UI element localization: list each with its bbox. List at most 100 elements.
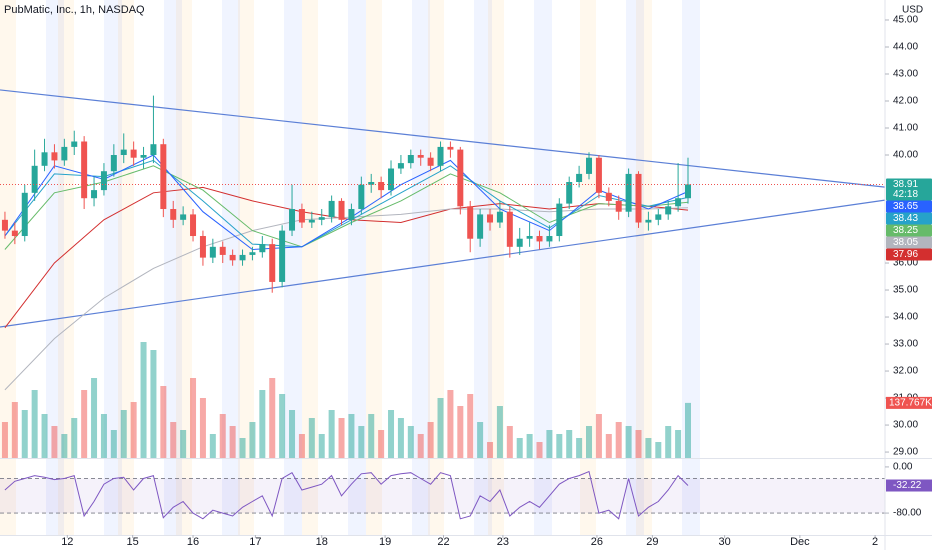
extended-hours-band xyxy=(488,0,504,535)
candle-body xyxy=(467,206,474,239)
candle-body xyxy=(249,252,256,255)
y-tick-label: 33.00 xyxy=(893,339,918,350)
x-tick-label: 15 xyxy=(127,536,139,548)
volume-bar xyxy=(665,426,672,458)
volume-bar xyxy=(358,426,365,458)
candle-body xyxy=(170,209,177,220)
volume-bar xyxy=(685,402,692,458)
trendline xyxy=(0,199,886,328)
premarket-band xyxy=(474,0,492,535)
premarket-band xyxy=(104,0,122,535)
candle-body xyxy=(1,219,8,231)
volume-bar xyxy=(91,378,98,458)
candle-body xyxy=(308,219,315,223)
volume-bar xyxy=(259,390,266,458)
volume-bar xyxy=(190,378,197,458)
price-tag xyxy=(886,178,932,201)
volume-bar xyxy=(239,438,246,458)
volume-bar xyxy=(199,398,206,458)
candle-body xyxy=(318,217,325,220)
candle-body xyxy=(566,182,573,204)
volume-bar xyxy=(566,430,573,458)
price-tag-label: 38.05 xyxy=(893,237,918,248)
price-tag xyxy=(886,200,932,213)
candle-body xyxy=(487,214,494,223)
x-tick-label: 22 xyxy=(437,536,449,548)
volume-bar xyxy=(249,422,256,458)
x-tick-label: 12 xyxy=(61,536,73,548)
premarket-band xyxy=(348,0,366,535)
volume-bar xyxy=(229,426,236,458)
price-tag xyxy=(886,248,932,261)
currency-label: USD xyxy=(902,5,923,16)
price-tag xyxy=(886,224,932,237)
volume-bar xyxy=(655,442,662,458)
volume-bar xyxy=(71,418,78,458)
premarket-band xyxy=(284,0,302,535)
volume-bar xyxy=(605,434,612,458)
price-tag-label: 38.91 xyxy=(893,179,918,190)
x-tick-label: 16 xyxy=(187,536,199,548)
candle-body xyxy=(675,198,682,207)
oscillator-tag-label: -32.22 xyxy=(893,480,922,491)
y-tick-label: 35.00 xyxy=(893,285,918,296)
candle-body xyxy=(130,149,137,158)
volume-bar xyxy=(348,414,355,458)
candle-body xyxy=(41,152,48,166)
candle-body xyxy=(417,155,424,158)
volume-bar xyxy=(368,414,375,458)
volume-bar xyxy=(536,442,543,458)
extended-hours-band xyxy=(636,0,652,535)
y-tick-label: 44.00 xyxy=(893,42,918,53)
price-tag-label: 38.25 xyxy=(893,225,918,236)
volume-bar xyxy=(437,398,444,458)
premarket-band xyxy=(46,0,64,535)
y-tick-label: 34.00 xyxy=(893,312,918,323)
candle-body xyxy=(665,206,672,215)
volume-bar xyxy=(417,434,424,458)
candle-body xyxy=(378,182,385,191)
candle-body xyxy=(239,254,246,261)
candle-body xyxy=(190,214,197,237)
volume-bar xyxy=(546,430,553,458)
candle-body xyxy=(516,238,523,247)
candle-body xyxy=(209,246,216,258)
candle-body xyxy=(21,192,28,237)
candle-body xyxy=(388,168,395,191)
candle-body xyxy=(496,211,503,223)
volume-bar xyxy=(487,442,494,458)
premarket-band xyxy=(412,0,430,535)
volume-bar xyxy=(298,434,305,458)
candle-body xyxy=(269,244,276,282)
candle-body xyxy=(477,214,484,239)
premarket-band xyxy=(626,0,644,535)
candle-body xyxy=(279,230,286,282)
oscillator-band xyxy=(0,478,885,514)
volume-bar xyxy=(675,430,682,458)
volume-bar xyxy=(11,402,18,458)
volume-bar xyxy=(477,422,484,458)
price-tag xyxy=(886,212,932,225)
volume-bar xyxy=(635,430,642,458)
volume-bar xyxy=(180,430,187,458)
candle-body xyxy=(635,173,642,223)
countdown-label: 42:18 xyxy=(893,189,918,200)
candle-body xyxy=(81,141,88,199)
candle-body xyxy=(576,173,583,183)
trendline xyxy=(0,89,886,188)
y-tick-label: 45.00 xyxy=(893,15,918,26)
y-tick-label: 29.00 xyxy=(893,447,918,458)
candle-body xyxy=(526,236,533,239)
oscillator-tag xyxy=(886,479,932,492)
oscillator-tick-label: -80.00 xyxy=(893,508,922,519)
candle-body xyxy=(71,141,78,147)
x-tick-label: 17 xyxy=(249,536,261,548)
candle-body xyxy=(11,230,18,237)
extended-hours-band xyxy=(238,0,254,535)
candle-body xyxy=(140,155,147,158)
volume-bar xyxy=(31,390,38,458)
candle-body xyxy=(615,200,622,212)
candle-body xyxy=(655,214,662,220)
y-tick-label: 36.00 xyxy=(893,258,918,269)
